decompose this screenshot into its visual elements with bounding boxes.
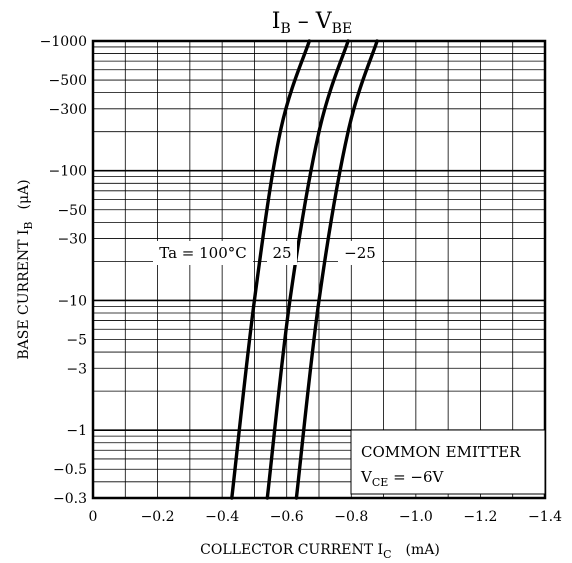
- x-tick-label: −0.6: [270, 509, 304, 525]
- curves: [230, 39, 379, 500]
- y-tick-labels: −1000 −500 −300 −100 −50 −30 −10 −5 −3 −1 −0.5 −0.3: [40, 34, 87, 507]
- x-tick-label: −0.8: [334, 509, 368, 525]
- plot-grid: [93, 41, 545, 498]
- y-axis-label-unit: (μA): [16, 179, 32, 209]
- y-tick-label: −30: [57, 232, 87, 248]
- curve-series-2: [294, 39, 379, 500]
- curve-series-0: [230, 39, 311, 500]
- y-tick-label: −3: [66, 361, 87, 377]
- curve-label-minus25: −25: [344, 244, 376, 262]
- curve-label-100c: Ta = 100°C: [159, 244, 247, 262]
- x-tick-label: −0.2: [141, 509, 175, 525]
- title-main: I: [272, 9, 281, 34]
- condition-note-line2: VCE = −6V: [360, 468, 445, 489]
- y-tick-label: −0.3: [53, 491, 87, 507]
- curve-label-bg-minus25: [338, 241, 382, 265]
- curve-labels: Ta = 100°C 25 −25: [153, 241, 382, 265]
- y-axis-label-main: BASE CURRENT I: [16, 230, 32, 360]
- curve-label-bg-25: [267, 241, 297, 265]
- x-axis-label: COLLECTOR CURRENT IC (mA): [200, 542, 440, 561]
- condition-note-v: V: [360, 468, 373, 486]
- condition-note-box: [350, 429, 546, 495]
- title-sub2: BE: [332, 21, 353, 37]
- x-axis-label-sub: C: [383, 548, 391, 561]
- x-axis-label-unit: (mA): [406, 542, 440, 558]
- condition-note: COMMON EMITTER VCE = −6V: [350, 429, 546, 495]
- x-tick-label: −1.2: [463, 509, 497, 525]
- y-tick-label: −1: [66, 423, 87, 439]
- y-tick-label: −10: [57, 293, 87, 309]
- curve-series-1: [265, 39, 350, 500]
- title-dash: – V: [291, 9, 333, 34]
- condition-note-value: = −6V: [388, 468, 444, 486]
- y-tick-label: −300: [49, 102, 87, 118]
- plot-frame: [91, 39, 547, 500]
- x-axis-label-main: COLLECTOR CURRENT I: [200, 542, 383, 558]
- curve-label-25: 25: [272, 244, 291, 262]
- x-tick-label: −1.0: [399, 509, 433, 525]
- curve-label-bg-100c: [153, 241, 253, 265]
- y-tick-label: −500: [49, 73, 87, 89]
- y-tick-label: −5: [66, 332, 87, 348]
- x-tick-label: 0: [89, 509, 98, 525]
- condition-note-line1: COMMON EMITTER: [361, 443, 521, 461]
- y-tick-label: −0.5: [53, 462, 87, 478]
- x-tick-label: −0.4: [205, 509, 239, 525]
- condition-note-sub: CE: [372, 476, 388, 489]
- x-tick-labels: 0 −0.2 −0.4 −0.6 −0.8 −1.0 −1.2 −1.4: [89, 509, 563, 525]
- y-axis-label: BASE CURRENT IB (μA): [16, 179, 35, 359]
- title-sub1: B: [281, 21, 291, 37]
- chart-title: IB – VBE: [272, 9, 352, 37]
- y-tick-label: −1000: [40, 34, 87, 50]
- x-tick-label: −1.4: [528, 509, 562, 525]
- y-axis-label-sub: B: [22, 222, 35, 230]
- y-tick-label: −100: [49, 164, 87, 180]
- y-tick-label: −50: [57, 203, 87, 219]
